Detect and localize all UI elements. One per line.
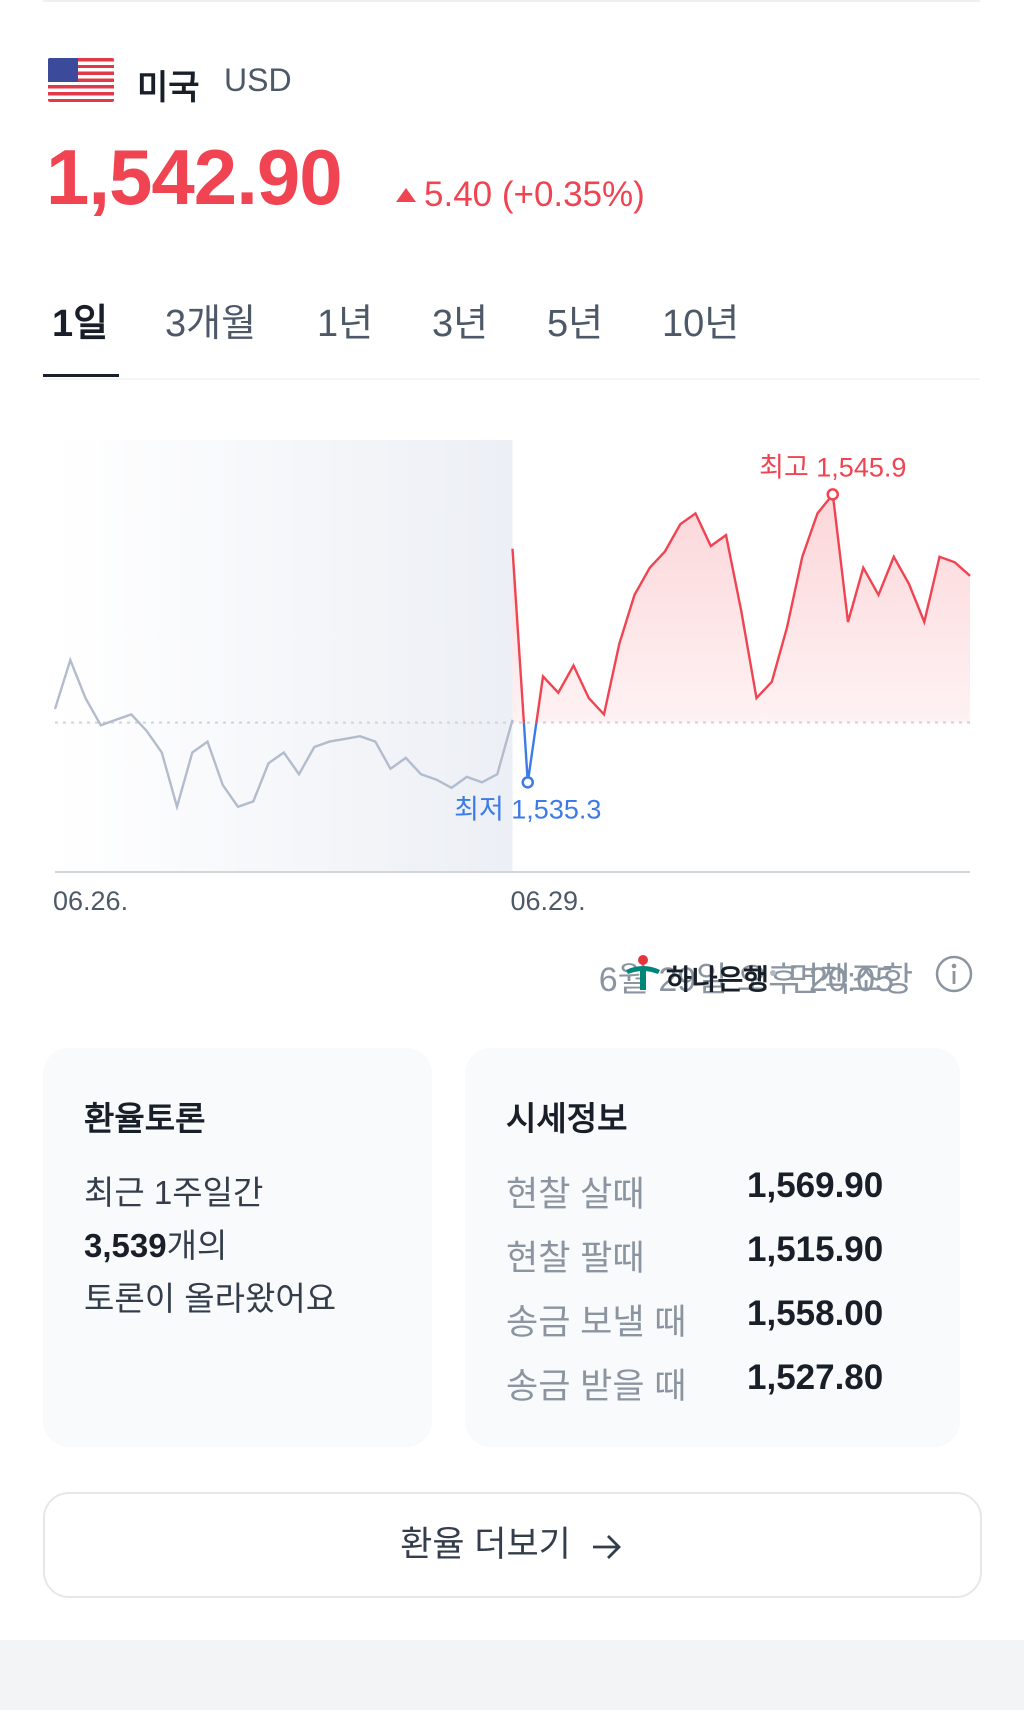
tab[interactable]: 10년	[662, 303, 740, 345]
chart: 06.26. 06.29. 최고 1,545.9 최저 1,535.3	[53, 440, 971, 916]
info-icon[interactable]	[934, 954, 974, 994]
tab[interactable]: 1일	[52, 303, 109, 345]
price: 1,542.90	[46, 133, 343, 221]
card-title: 시세정보	[506, 1100, 628, 1137]
extreme-marker	[826, 488, 839, 501]
disclaimer[interactable]: 면책조항	[788, 961, 914, 999]
tab[interactable]: 1년	[317, 303, 374, 345]
line	[53, 656, 514, 812]
row-label: 현찰 팔때	[506, 1239, 645, 1278]
row-value: 1,515.90	[747, 1230, 884, 1269]
currency: USD	[224, 62, 292, 98]
count-suffix: 개의	[166, 1227, 228, 1264]
row-value: 1,527.80	[747, 1358, 884, 1397]
line	[511, 491, 971, 723]
tab[interactable]: 5년	[547, 303, 604, 345]
row-label: 현찰 살때	[506, 1175, 645, 1214]
top-divider	[43, 0, 980, 2]
card-title: 환율토론	[84, 1100, 206, 1137]
country: 미국	[137, 69, 200, 107]
info-card: 시세정보 현찰 살때 1,569.90 현찰 팔때 1,515.90 송금 보낼 때 1,…	[465, 1048, 960, 1447]
bottom-band	[0, 1640, 1024, 1710]
extreme-label: 최고 1,545.9	[759, 452, 906, 482]
flag-icon	[48, 58, 114, 102]
period-tabs: 1일 3개월 1년 3년 5년 10년	[43, 292, 980, 380]
arrow-icon	[592, 1534, 621, 1559]
card-text: 3,539개의	[84, 1219, 227, 1267]
tab[interactable]: 3년	[432, 303, 489, 345]
more-button[interactable]: 환율 더보기	[43, 1492, 982, 1598]
change: 5.40 (+0.35%)	[424, 175, 645, 214]
tab-underline	[43, 374, 119, 377]
tab[interactable]: 3개월	[165, 303, 257, 345]
card-text: 토론이 올라왔어요	[84, 1280, 337, 1317]
dot	[770, 970, 776, 976]
bank-name: 하나은행	[666, 964, 770, 995]
row-label: 송금 받을 때	[506, 1367, 687, 1406]
row-label: 송금 보낼 때	[506, 1303, 687, 1342]
discussion-card[interactable]: 환율토론 최근 1주일간 3,539개의 토론이 올라왔어요	[43, 1048, 432, 1447]
x-tick-label: 06.29.	[511, 886, 586, 916]
x-tick-label: 06.26.	[53, 886, 128, 916]
button-label: 환율 더보기	[400, 1525, 571, 1564]
count: 3,539	[84, 1227, 167, 1264]
row-value: 1,558.00	[747, 1294, 884, 1333]
bank-logo	[626, 955, 660, 990]
extreme-marker	[521, 776, 534, 789]
row-value: 1,569.90	[747, 1166, 884, 1205]
up-arrow	[396, 188, 416, 202]
extreme-label: 최저 1,535.3	[454, 794, 601, 824]
card-text: 최근 1주일간	[84, 1174, 264, 1211]
area	[512, 494, 970, 723]
past-shade	[55, 440, 513, 872]
